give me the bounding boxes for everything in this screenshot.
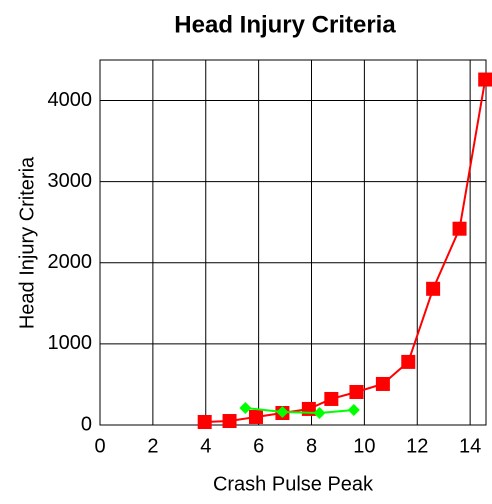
- marker: [347, 403, 360, 416]
- x-tick-label: 12: [406, 435, 428, 457]
- y-tick-label: 4000: [48, 89, 93, 111]
- x-tick-label: 4: [200, 435, 211, 457]
- x-tick-label: 0: [94, 435, 105, 457]
- y-tick-label: 2000: [48, 251, 93, 273]
- marker: [375, 376, 390, 391]
- marker: [478, 72, 492, 87]
- chart-title: Head Injury Criteria: [174, 11, 396, 38]
- marker: [222, 414, 237, 429]
- y-tick-label: 0: [81, 413, 92, 435]
- marker: [349, 384, 364, 399]
- marker: [324, 391, 339, 406]
- marker: [248, 409, 263, 424]
- marker: [452, 221, 467, 236]
- marker: [239, 401, 252, 414]
- x-tick-label: 14: [459, 435, 481, 457]
- series-line: [204, 79, 487, 423]
- marker: [426, 281, 441, 296]
- plot-frame: [99, 59, 487, 426]
- x-tick-label: 6: [253, 435, 264, 457]
- y-axis-label: Head Injury Criteria: [16, 156, 38, 329]
- marker: [276, 406, 289, 419]
- y-tick-label: 1000: [48, 332, 93, 354]
- marker: [197, 414, 212, 429]
- x-tick-label: 2: [147, 435, 158, 457]
- marker: [401, 354, 416, 369]
- y-tick-label: 3000: [48, 170, 93, 192]
- x-tick-label: 8: [306, 435, 317, 457]
- series-line: [245, 406, 354, 414]
- x-axis-label: Crash Pulse Peak: [213, 473, 374, 495]
- x-tick-label: 10: [353, 435, 375, 457]
- marker: [313, 406, 326, 419]
